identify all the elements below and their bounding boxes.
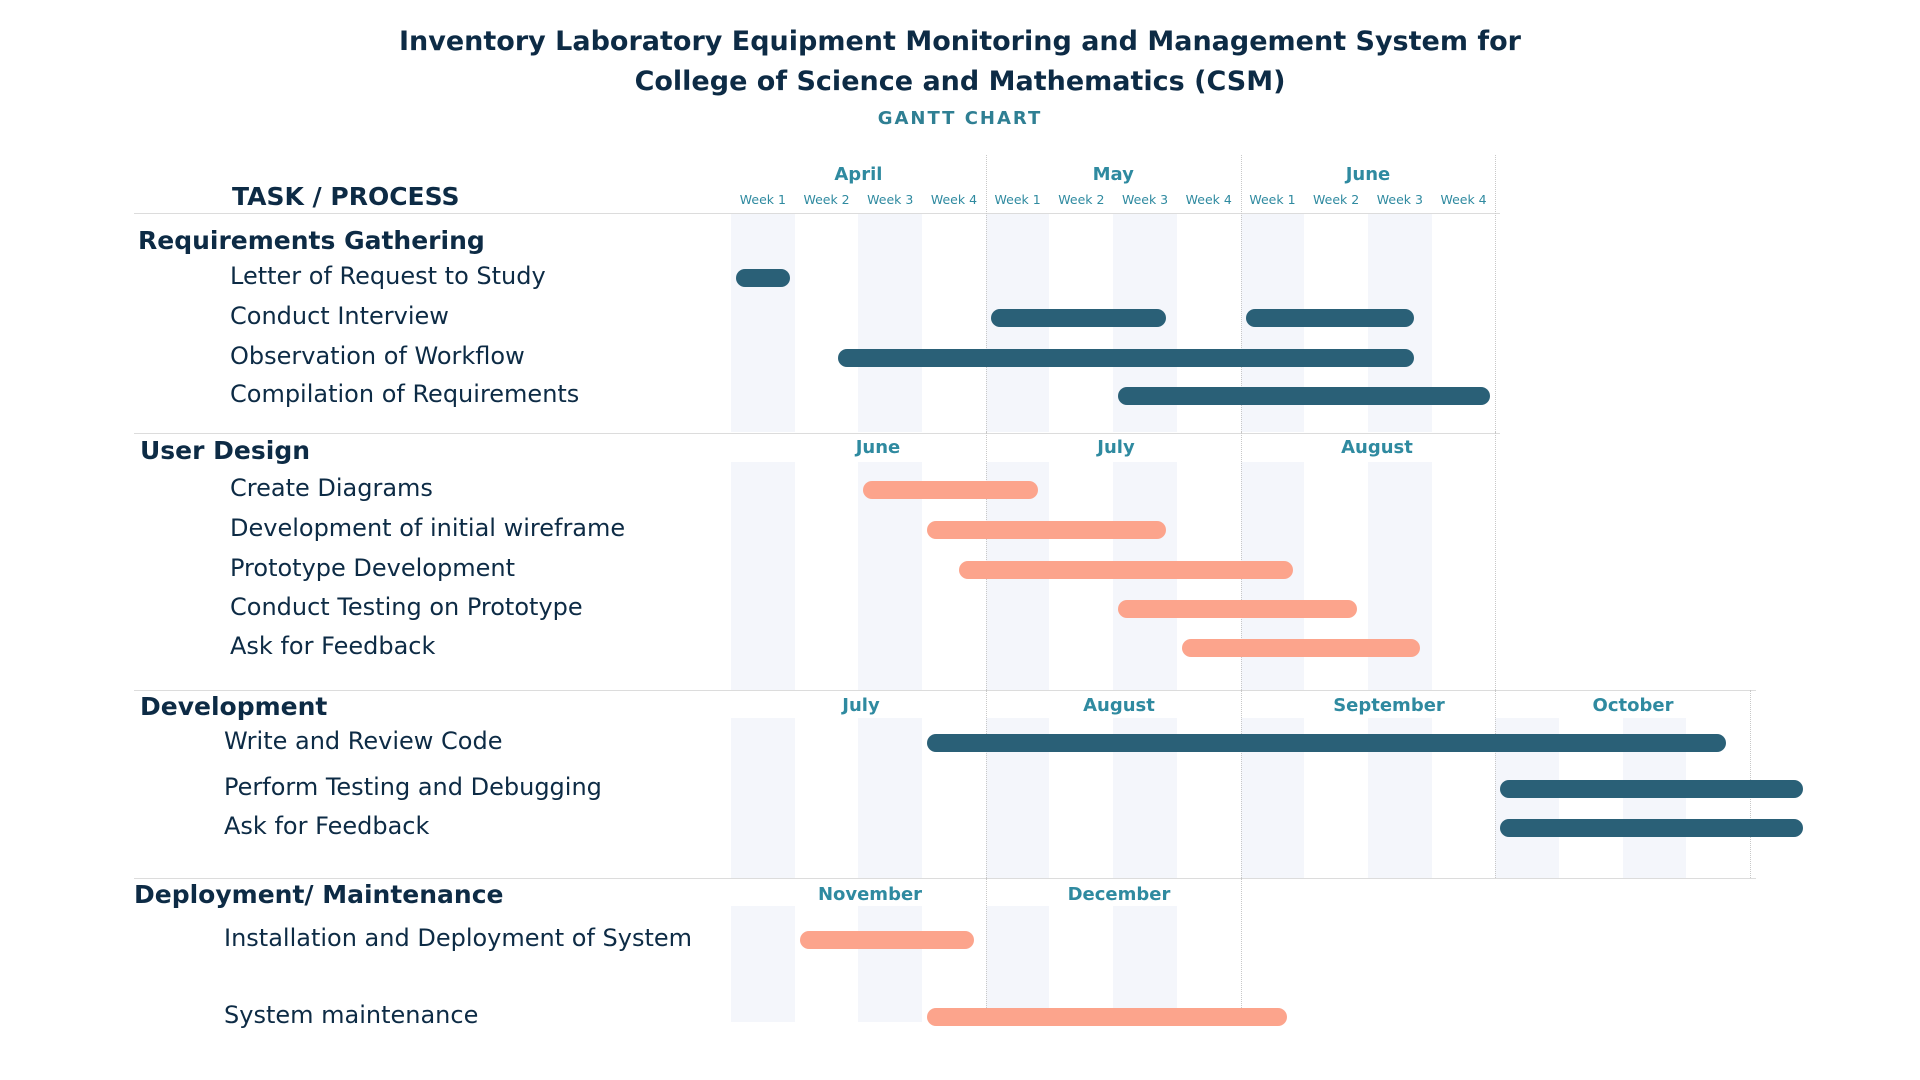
month-label: August [1083, 695, 1155, 716]
task-label: System maintenance [224, 1001, 479, 1029]
week-stripe [858, 906, 923, 1022]
week-label: Week 4 [1185, 192, 1232, 207]
section-divider [134, 878, 1756, 879]
week-stripe [858, 462, 923, 690]
week-stripe [985, 906, 1050, 1022]
task-bar [927, 521, 1166, 539]
header-divider [134, 213, 1500, 214]
task-label: Observation of Workflow [230, 342, 525, 370]
week-label: Week 3 [1376, 192, 1423, 207]
task-bar [927, 1008, 1287, 1026]
week-label: Week 2 [803, 192, 850, 207]
week-label: Week 1 [1249, 192, 1296, 207]
month-label: June [1345, 164, 1391, 185]
phase-label: User Design [140, 436, 311, 465]
section-divider [134, 690, 1756, 691]
week-stripe [1113, 906, 1177, 1022]
task-bar [958, 561, 1293, 579]
week-label: Week 3 [1121, 192, 1169, 207]
task-label: Ask for Feedback [230, 632, 436, 660]
week-label: Week 2 [1313, 192, 1360, 207]
task-bar [1118, 600, 1357, 618]
task-label: Perform Testing and Debugging [224, 773, 602, 801]
phase-label: Requirements Gathering [138, 226, 485, 255]
week-stripe [731, 462, 795, 690]
chart-title-line1: Inventory Laboratory Equipment Monitorin… [399, 26, 1521, 57]
month-label: July [1097, 437, 1135, 458]
week-label: Week 4 [930, 192, 978, 207]
month-label: April [834, 164, 883, 185]
task-column-header: TASK / PROCESS [232, 182, 460, 211]
grid-end-line [1495, 155, 1497, 432]
task-bar [927, 734, 1727, 752]
task-label: Create Diagrams [230, 474, 433, 502]
week-label: Week 3 [867, 192, 914, 207]
month-label: May [1092, 164, 1134, 185]
task-bar [990, 309, 1166, 327]
task-bar [863, 481, 1039, 499]
task-label: Write and Review Code [224, 727, 503, 755]
task-bar [1245, 309, 1414, 327]
task-bar [1500, 819, 1803, 837]
month-label: December [1067, 884, 1171, 905]
task-bar [736, 269, 790, 287]
task-bar [1500, 780, 1803, 798]
task-bar [837, 349, 1414, 367]
task-label: Development of initial wireframe [230, 514, 626, 542]
task-label: Conduct Testing on Prototype [230, 593, 583, 621]
month-divider [1240, 155, 1242, 432]
month-divider [1495, 690, 1497, 878]
month-divider [1240, 690, 1242, 878]
task-bar [1118, 387, 1491, 405]
chart-subtitle: GANTT CHART [877, 108, 1043, 129]
month-divider [985, 155, 987, 432]
month-divider [1240, 878, 1242, 1022]
task-label: Prototype Development [230, 554, 515, 582]
month-label: October [1592, 695, 1674, 716]
week-label: Week 1 [739, 192, 786, 207]
week-label: Week 1 [994, 192, 1041, 207]
month-label: July [842, 695, 880, 716]
task-label: Conduct Interview [230, 302, 449, 330]
month-label: June [855, 437, 901, 458]
section-divider [134, 433, 1500, 434]
task-label: Installation and Deployment of System [224, 924, 693, 952]
week-stripe [731, 718, 795, 878]
chart-title-line2: College of Science and Mathematics (CSM) [634, 66, 1286, 97]
phase-label: Development [140, 692, 328, 721]
week-stripe [858, 718, 923, 878]
month-divider [985, 878, 987, 1022]
task-label: Letter of Request to Study [230, 262, 546, 290]
week-stripe [731, 906, 795, 1022]
task-bar [799, 931, 975, 949]
week-stripe [858, 214, 923, 432]
month-label: September [1333, 695, 1445, 716]
task-label: Compilation of Requirements [230, 380, 580, 408]
week-label: Week 2 [1058, 192, 1105, 207]
month-divider [985, 690, 987, 878]
phase-label: Deployment/ Maintenance [134, 880, 504, 909]
week-label: Week 4 [1440, 192, 1487, 207]
task-label: Ask for Feedback [224, 812, 430, 840]
month-label: August [1341, 437, 1413, 458]
month-label: November [817, 884, 923, 905]
grid-end-line [1495, 432, 1497, 690]
task-bar [1181, 639, 1421, 657]
week-stripe [731, 214, 795, 432]
